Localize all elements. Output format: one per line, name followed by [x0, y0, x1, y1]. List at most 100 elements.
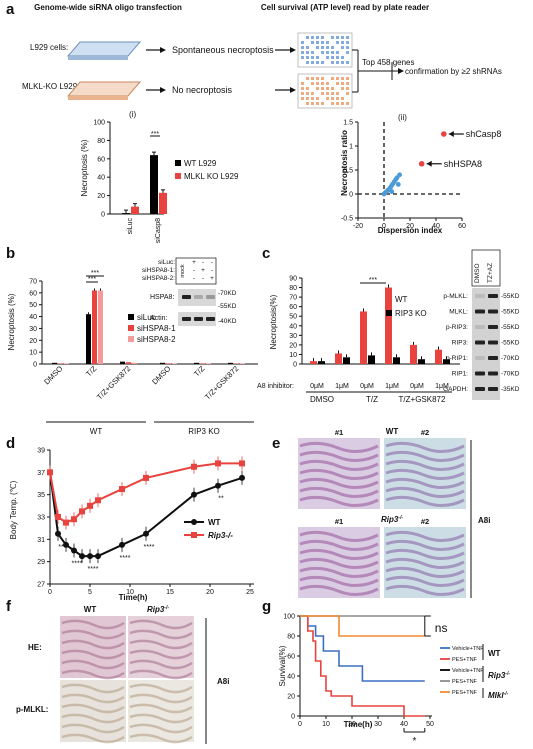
plate-well: [321, 82, 324, 85]
bar: [360, 311, 367, 364]
wb-band: [488, 309, 498, 314]
sig-label: **: [218, 496, 224, 503]
f-side-label: A8i: [217, 677, 229, 686]
plate-well: [311, 41, 314, 44]
western-blot-c: DMSO TZ+AZ p-MLKL: -55KD MLKL: -55KD p-RIP3: -5…: [443, 249, 520, 400]
wb-row-label: siHSPA8-1:: [142, 267, 175, 274]
plate-well: [311, 51, 314, 54]
plate-well: [341, 102, 344, 105]
plate-well: [316, 102, 319, 105]
a-top-genes: Top 458 genes: [362, 58, 415, 67]
wb-band: [475, 294, 485, 298]
d-ytick-label: 37: [37, 470, 45, 477]
tissue-fold: [129, 713, 193, 724]
plate-readout-blue: [297, 32, 353, 68]
legend-label: WT: [208, 518, 221, 527]
b-ylabel: Necroptosis (%): [7, 293, 16, 350]
wb-row-label: siLuc:: [158, 259, 175, 266]
plate-well: [306, 87, 309, 90]
wb-mark: -: [193, 267, 195, 274]
c-group-label: T/Z+GSK872: [399, 395, 446, 404]
annotation-label: shCasp8: [466, 129, 502, 139]
tissue-fold: [61, 703, 125, 714]
a-i-category: siCasp8: [155, 218, 162, 243]
plate-well: [336, 56, 339, 59]
plate-well: [301, 56, 304, 59]
plate-well: [301, 87, 304, 90]
tissue-fold: [129, 659, 193, 670]
b-category: T/Z+GSK872: [203, 364, 240, 401]
c-ytick-label: 80: [289, 285, 297, 292]
a-ii-xtick-label: -20: [353, 223, 363, 230]
a-ii-roman: (ii): [398, 113, 407, 122]
tissue-fold: [129, 629, 193, 640]
plate-well: [331, 56, 334, 59]
plate-well: [311, 77, 314, 80]
data-point: [55, 530, 61, 537]
wb-kd-label: -35KD: [501, 386, 520, 393]
plate-well: [336, 102, 339, 105]
panel-label-c: c: [262, 245, 270, 262]
bar: [98, 290, 103, 364]
plate-well: [326, 97, 329, 100]
plate-well: [336, 82, 339, 85]
c-ytick-label: 0: [293, 362, 297, 369]
plate-well: [346, 87, 349, 90]
plate-well: [321, 41, 324, 44]
data-point: [87, 502, 93, 509]
d-ytick-label: 29: [37, 559, 45, 566]
sig-label: ****: [144, 544, 155, 551]
plate-well: [301, 46, 304, 49]
panel-label-d: d: [6, 435, 15, 452]
g-xtick-label: 20: [348, 721, 356, 728]
annotation-arrowhead: [426, 160, 432, 167]
b-category: T/Z+GSK872: [95, 364, 132, 401]
e-tile-number: #1: [335, 428, 343, 437]
annotation-label: shHSPA8: [444, 159, 482, 169]
tissue-fold: [385, 441, 465, 453]
g-ylabel: Survival(%): [278, 645, 287, 686]
tissue-fold: [385, 530, 465, 542]
b-group-label: RIP3 KO: [188, 427, 220, 436]
plate-well: [331, 92, 334, 95]
bar: [410, 344, 417, 364]
plate-well: [316, 61, 319, 64]
tissue-fold: [129, 649, 193, 660]
data-point: [71, 547, 77, 554]
tissue-fold: [61, 639, 125, 650]
b-ytick-label: 60: [29, 290, 37, 297]
bar: [443, 359, 450, 364]
bracket: [352, 49, 393, 93]
legend-swatch: [128, 325, 134, 331]
tissue-fold: [299, 468, 379, 480]
e-title-wt: WT: [386, 427, 399, 436]
data-point: [47, 469, 53, 476]
f-col1: WT: [84, 605, 97, 614]
tissue-fold: [385, 539, 465, 551]
tissue-fold: [299, 450, 379, 462]
wb-mark: -: [193, 275, 195, 282]
wb-band: [206, 295, 215, 299]
g-xtick-label: 50: [426, 721, 434, 728]
a-ii-xtick-label: 20: [406, 223, 414, 230]
wb-mark: -: [211, 259, 213, 266]
plate-well: [341, 97, 344, 100]
a-ii-ylabel: Necroptosis ratio: [340, 130, 349, 196]
tissue-fold: [385, 575, 465, 587]
histology-grid-f: [60, 616, 194, 744]
histology-grid-e: #1 #2 #1 #2 Rip3-/-: [298, 428, 466, 598]
plate-well: [346, 102, 349, 105]
sig-label: ****: [120, 555, 131, 562]
a-ii-xtick-label: 40: [432, 223, 440, 230]
tissue-fold: [385, 548, 465, 560]
b-ytick-label: 40: [29, 314, 37, 321]
legend-label: Vehicle+TNF: [452, 646, 484, 652]
plate-well: [301, 92, 304, 95]
legend-label: Vehicle+TNF: [452, 668, 484, 674]
bar: [126, 362, 131, 364]
plate-well: [341, 46, 344, 49]
c-group-label: T/Z: [366, 395, 378, 404]
scatter-point: [389, 189, 395, 195]
wb-kd-label: -55KD: [501, 293, 520, 300]
wb-mark: -: [202, 275, 204, 282]
